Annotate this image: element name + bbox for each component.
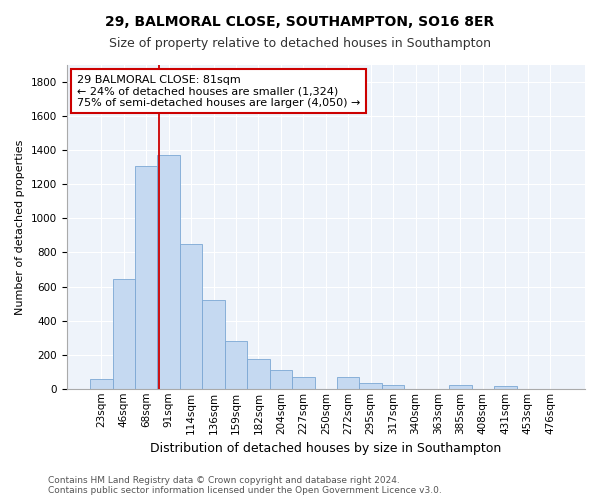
Text: 29 BALMORAL CLOSE: 81sqm
← 24% of detached houses are smaller (1,324)
75% of sem: 29 BALMORAL CLOSE: 81sqm ← 24% of detach…	[77, 74, 360, 108]
Bar	[449, 384, 472, 389]
X-axis label: Distribution of detached houses by size in Southampton: Distribution of detached houses by size …	[150, 442, 502, 455]
Bar	[225, 341, 247, 389]
Bar	[202, 300, 225, 389]
Text: Size of property relative to detached houses in Southampton: Size of property relative to detached ho…	[109, 38, 491, 51]
Bar	[247, 359, 269, 389]
Bar	[90, 380, 113, 389]
Bar	[359, 383, 382, 389]
Bar	[337, 377, 359, 389]
Bar	[269, 370, 292, 389]
Text: Contains HM Land Registry data © Crown copyright and database right 2024.
Contai: Contains HM Land Registry data © Crown c…	[48, 476, 442, 495]
Bar	[292, 377, 314, 389]
Text: 29, BALMORAL CLOSE, SOUTHAMPTON, SO16 8ER: 29, BALMORAL CLOSE, SOUTHAMPTON, SO16 8E…	[106, 15, 494, 29]
Bar	[135, 166, 157, 389]
Bar	[113, 279, 135, 389]
Bar	[494, 386, 517, 389]
Bar	[157, 156, 180, 389]
Bar	[180, 244, 202, 389]
Y-axis label: Number of detached properties: Number of detached properties	[15, 139, 25, 314]
Bar	[382, 384, 404, 389]
